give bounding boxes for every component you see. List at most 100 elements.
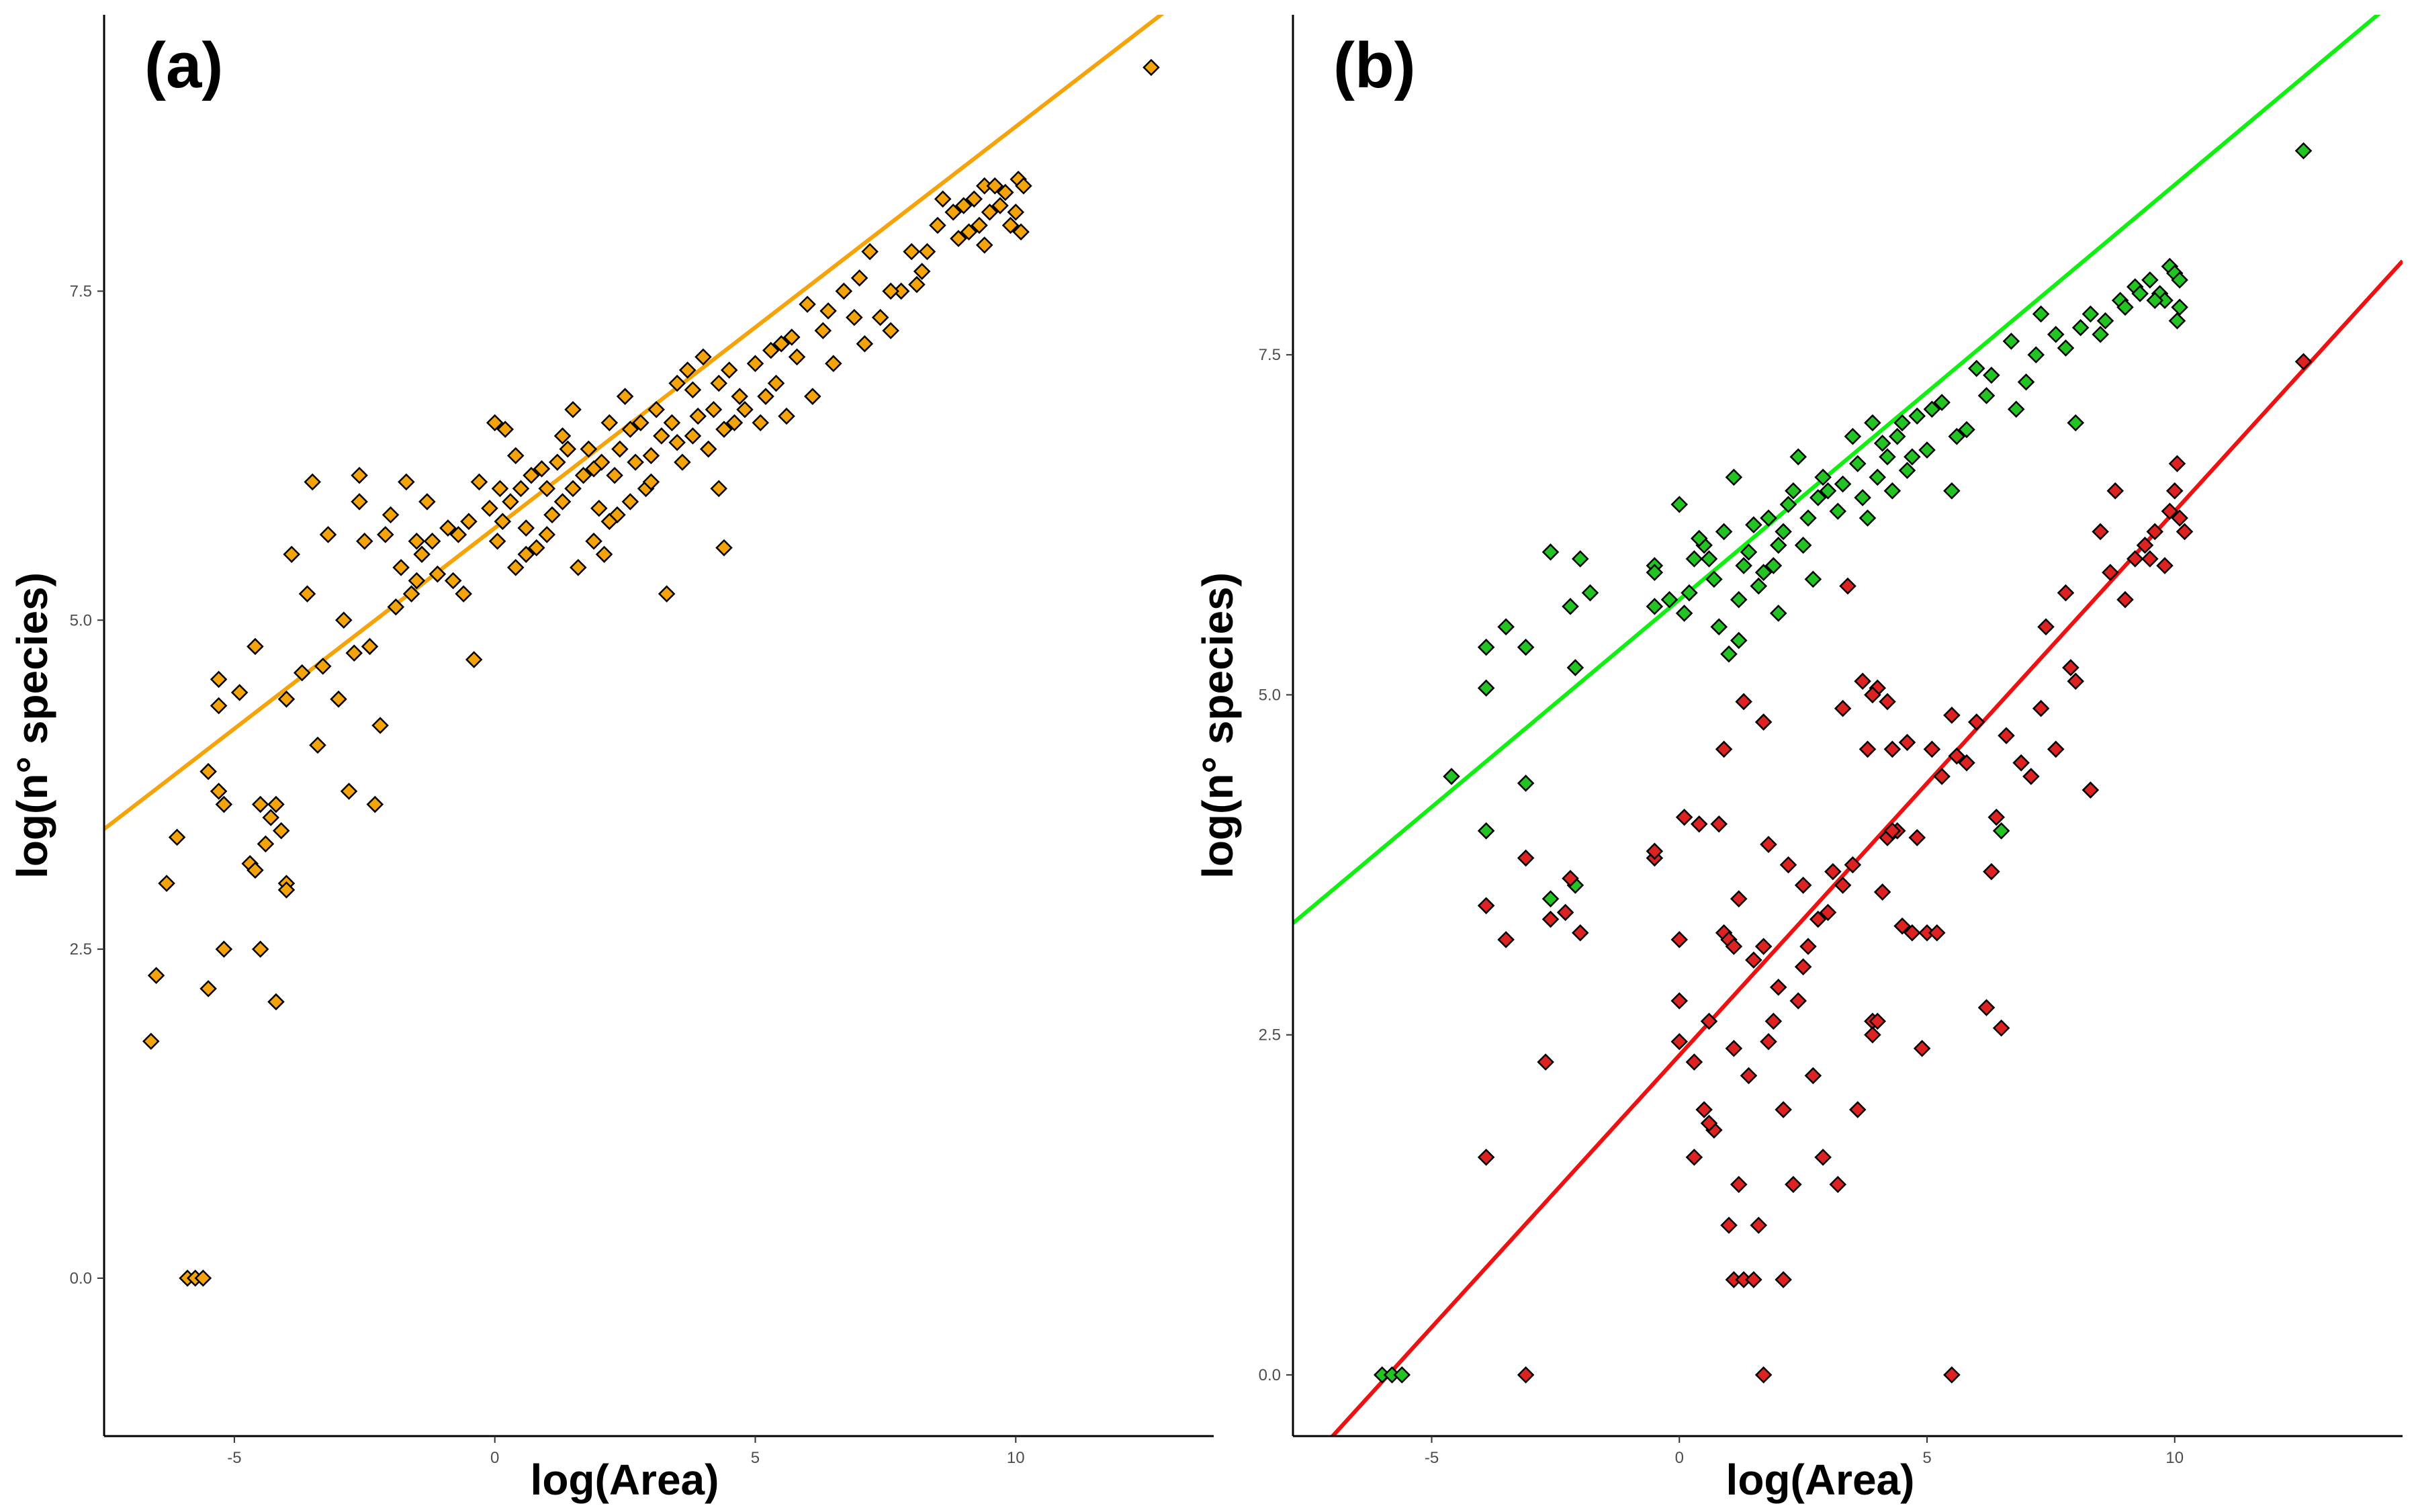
- panel-a-point-all-113: [710, 374, 727, 392]
- panel-a-point-all-28: [277, 691, 296, 708]
- panel-b-point-green-74: [1745, 516, 1762, 534]
- panel-b-point-green-62: [2141, 271, 2159, 289]
- panel-a: (a) -5 0 5 10 0.0 2.5 5.0 7.5 log(Area) log(n°…: [8, 15, 1214, 1504]
- panel-b-point-green-50: [1967, 359, 1985, 377]
- panel-b-point-red-121: [1928, 924, 1946, 942]
- panel-a-point-all-143: [934, 190, 952, 208]
- panel-a-point-all-137: [882, 322, 899, 339]
- panel-a-point-all-154: [1001, 216, 1020, 234]
- panel-a-point-all-160: [517, 545, 535, 564]
- panel-a-point-all-142: [929, 216, 946, 234]
- panel-b-point-green-38: [1844, 427, 1862, 445]
- panel-b-point-green-75: [1754, 564, 1773, 581]
- panel-a-point-all-127: [788, 348, 806, 366]
- panel-b-x-axis-title: log(Area): [1726, 1456, 1915, 1504]
- panel-b-point-green-37: [1829, 502, 1847, 520]
- panel-a-point-all-61: [465, 651, 483, 668]
- panel-a-point-all-120: [746, 355, 764, 372]
- panel-b-point-red-21: [1685, 1053, 1703, 1071]
- panel-b-point-green-6: [1477, 679, 1495, 697]
- panel-b-point-green-100: [2168, 312, 2186, 330]
- panel-b-point-red-55: [1809, 910, 1827, 928]
- panel-a-point-all-101: [647, 401, 665, 418]
- panel-a-point-all-62: [470, 473, 488, 491]
- panel-a-point-all-175: [408, 572, 426, 590]
- panel-a-point-all-86: [580, 440, 598, 458]
- panel-a-point-all-145: [954, 197, 973, 214]
- panel-b-point-red-71: [1879, 693, 1896, 711]
- panel-b-point-red-125: [1987, 808, 2006, 826]
- panel-a-point-all-103: [658, 585, 676, 603]
- panel-b-point-red-113: [1834, 699, 1852, 717]
- panel-a-point-all-92: [606, 466, 623, 484]
- panel-a-point-all-29: [283, 545, 300, 564]
- panel-a-y-tick-label: 7.5: [70, 282, 92, 300]
- panel-b-point-red-89: [1983, 862, 2000, 881]
- panel-a-point-all-121: [752, 414, 770, 432]
- panel-a-point-all-91: [600, 414, 619, 432]
- panel-a-point-all-64: [486, 414, 504, 432]
- panel-b-point-red-51: [1789, 992, 1807, 1010]
- panel-b-point-red-35: [1730, 890, 1748, 907]
- panel-a-point-all-57: [439, 519, 457, 537]
- panel-b-y-tick-label: 2.5: [1259, 1026, 1281, 1044]
- panel-b-point-green-80: [1804, 570, 1822, 588]
- panel-a-point-all-174: [975, 236, 993, 254]
- panel-a-point-all-140: [908, 275, 926, 294]
- panel-a-point-all-124: [767, 374, 785, 392]
- panel-b-point-green-46: [1918, 441, 1936, 459]
- panel-a-x-tick-label: 0: [490, 1449, 499, 1467]
- panel-a-point-all-2: [147, 967, 165, 985]
- panel-b-point-red-49: [1779, 856, 1797, 874]
- panel-b-point-red-56: [1814, 1149, 1832, 1166]
- panel-b-point-green-53: [2002, 332, 2020, 350]
- panel-b-point-red-59: [1829, 1175, 1847, 1194]
- panel-b-point-green-69: [1690, 529, 1708, 547]
- panel-a-point-all-33: [309, 736, 326, 754]
- panel-b-point-red-78: [1908, 829, 1926, 846]
- panel-b-fit-line-red: [1329, 259, 2403, 1436]
- panel-b-point-green-82: [1834, 475, 1852, 493]
- panel-b-point-red-36: [1735, 693, 1752, 711]
- panel-b-point-red-76: [1898, 733, 1916, 752]
- panel-b-point-red-12: [1556, 903, 1574, 922]
- panel-b-point-red-23: [1690, 815, 1708, 833]
- panel-b-point-red-110: [2176, 523, 2194, 541]
- panel-b-point-green-45: [1908, 407, 1926, 425]
- panel-b-point-green-93: [2027, 346, 2045, 363]
- panel-a-point-all-97: [627, 453, 644, 471]
- panel-b-point-red-16: [1646, 842, 1664, 860]
- panel-b-point-green-21: [1675, 605, 1693, 622]
- panel-b-point-green-0: [2294, 142, 2313, 160]
- panel-a-point-all-108: [684, 427, 702, 445]
- panel-a-point-all-15: [230, 684, 249, 701]
- panel-a-point-all-47: [382, 506, 400, 524]
- panel-b-point-red-34: [1730, 1175, 1748, 1194]
- panel-b-point-red-106: [2156, 557, 2174, 574]
- panel-b-point-green-16: [1581, 584, 1599, 602]
- panel-a-y-ticks: 0.0 2.5 5.0 7.5: [70, 282, 104, 1288]
- panel-b-point-red-124: [2106, 482, 2124, 500]
- panel-a-point-all-41: [351, 466, 368, 484]
- panel-a-point-all-58: [444, 572, 462, 590]
- panel-a-point-all-37: [335, 611, 353, 629]
- panel-b-point-red-85: [1948, 747, 1966, 765]
- panel-b-point-red-97: [2062, 659, 2079, 676]
- panel-a-point-all-170: [856, 335, 874, 353]
- panel-a-point-all-1: [142, 1032, 160, 1050]
- panel-b-point-red-108: [2168, 455, 2186, 472]
- panel-a-point-all-46: [377, 526, 394, 543]
- panel-a-point-all-19: [251, 940, 269, 958]
- panel-b-point-red-127: [1761, 1442, 1776, 1457]
- panel-a-point-all-10: [210, 697, 228, 715]
- panel-a-point-all-78: [543, 506, 561, 524]
- panel-b-point-green-101: [2171, 271, 2188, 289]
- panel-a-point-all-151: [986, 177, 1004, 195]
- panel-b-point-red-32: [1725, 1040, 1743, 1057]
- panel-a-point-all-167: [710, 480, 727, 498]
- panel-a-point-all-76: [533, 460, 551, 478]
- panel-b-point-green-76: [1764, 557, 1783, 574]
- panel-a-point-all-67: [494, 513, 512, 531]
- panel-a-point-all-83: [564, 480, 582, 498]
